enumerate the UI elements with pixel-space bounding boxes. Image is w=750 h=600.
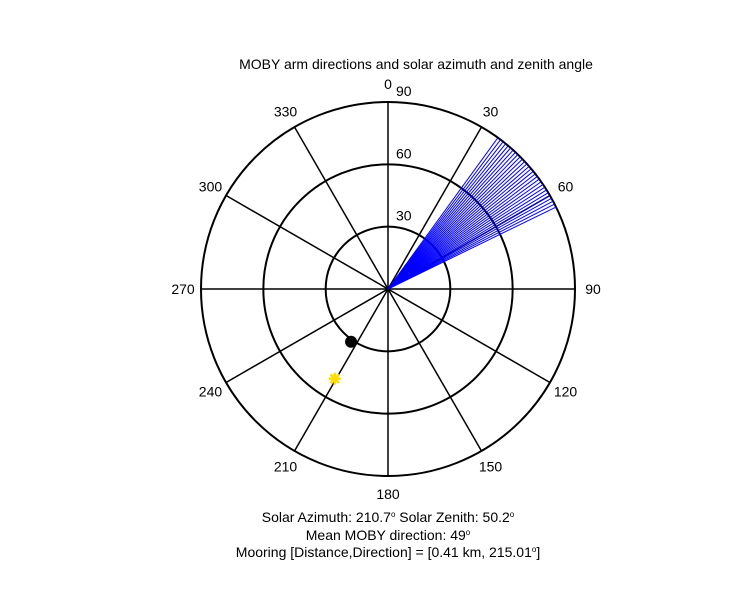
arm-direction-line [387,158,523,290]
arm-direction-line [387,200,554,290]
angle-tick-label: 120 [554,384,578,400]
mooring-text: Mooring [Distance,Direction] = [0.41 km,… [236,544,532,560]
radial-tick-label: 60 [396,145,412,161]
arm-direction-line [387,147,512,290]
chart-title: MOBY arm directions and solar azimuth an… [239,56,593,72]
arm-direction-line [387,181,542,290]
caption-solar-angles: Solar Azimuth: 210.7o Solar Zenith: 50.2… [262,509,515,525]
arm-direction-line [387,189,547,290]
arm-direction-line [387,161,526,290]
angle-tick-label: 240 [199,384,223,400]
sun-marker-stroke [329,373,340,384]
angle-tick-label: 90 [585,281,601,297]
caption-mean-direction: Mean MOBY direction: 49o [306,527,471,543]
mean-direction-text: Mean MOBY direction: 49 [306,527,466,543]
arm-direction-line [387,137,499,290]
radial-tick-label: 90 [396,83,412,99]
arm-direction-line [387,143,507,290]
arm-direction-line [387,145,509,290]
degree-sign: o [510,510,515,519]
angle-tick-label: 0 [384,76,392,92]
arm-direction-line [387,203,555,290]
arm-direction-line [387,206,557,290]
arm-direction-line [387,170,534,290]
angle-tick-label: 210 [274,459,298,475]
angle-tick-label: 150 [479,459,503,475]
angle-tick-label: 270 [171,281,195,297]
solar-zenith-text: Solar Zenith: 50.2 [399,509,510,525]
arm-direction-line [387,154,519,290]
angle-tick-label: 180 [376,486,400,502]
tick-labels: 0 30 60 90 120 150 180 210 240 270 300 330 30 60 90 [171,76,601,502]
caption-mooring: Mooring [Distance,Direction] = [0.41 km,… [236,544,540,560]
radial-tick-label: 30 [396,208,412,224]
angle-tick-label: 60 [558,179,574,195]
angle-tick-label: 30 [483,103,499,119]
arm-direction-line [387,176,538,290]
arm-direction-line [387,173,536,290]
arm-direction-line [387,184,544,290]
mooring-bracket: ] [536,544,540,560]
degree-sign: o [466,528,471,537]
sun-marker [328,372,341,385]
arm-direction-line [387,192,549,290]
angle-tick-label: 330 [274,103,298,119]
arm-direction-line [387,156,521,290]
arm-direction-line [387,151,516,290]
arm-direction-line [387,197,552,290]
position-markers [328,335,358,385]
solar-azimuth-text: Solar Azimuth: 210.7 [262,509,391,525]
arm-direction-line [387,195,551,290]
degree-sign: o [532,545,537,554]
arm-direction-line [387,163,528,290]
mooring-marker [345,335,358,348]
angle-tick-label: 300 [199,179,223,195]
arm-direction-line [387,168,532,290]
arm-direction-line [387,139,501,290]
degree-sign: o [391,510,396,519]
arm-direction-line [387,178,540,290]
moby-arm-directions [387,137,557,290]
arm-direction-line [387,141,504,290]
arm-direction-line [387,165,530,290]
arm-direction-line [387,149,514,290]
arm-direction-line [387,186,546,290]
